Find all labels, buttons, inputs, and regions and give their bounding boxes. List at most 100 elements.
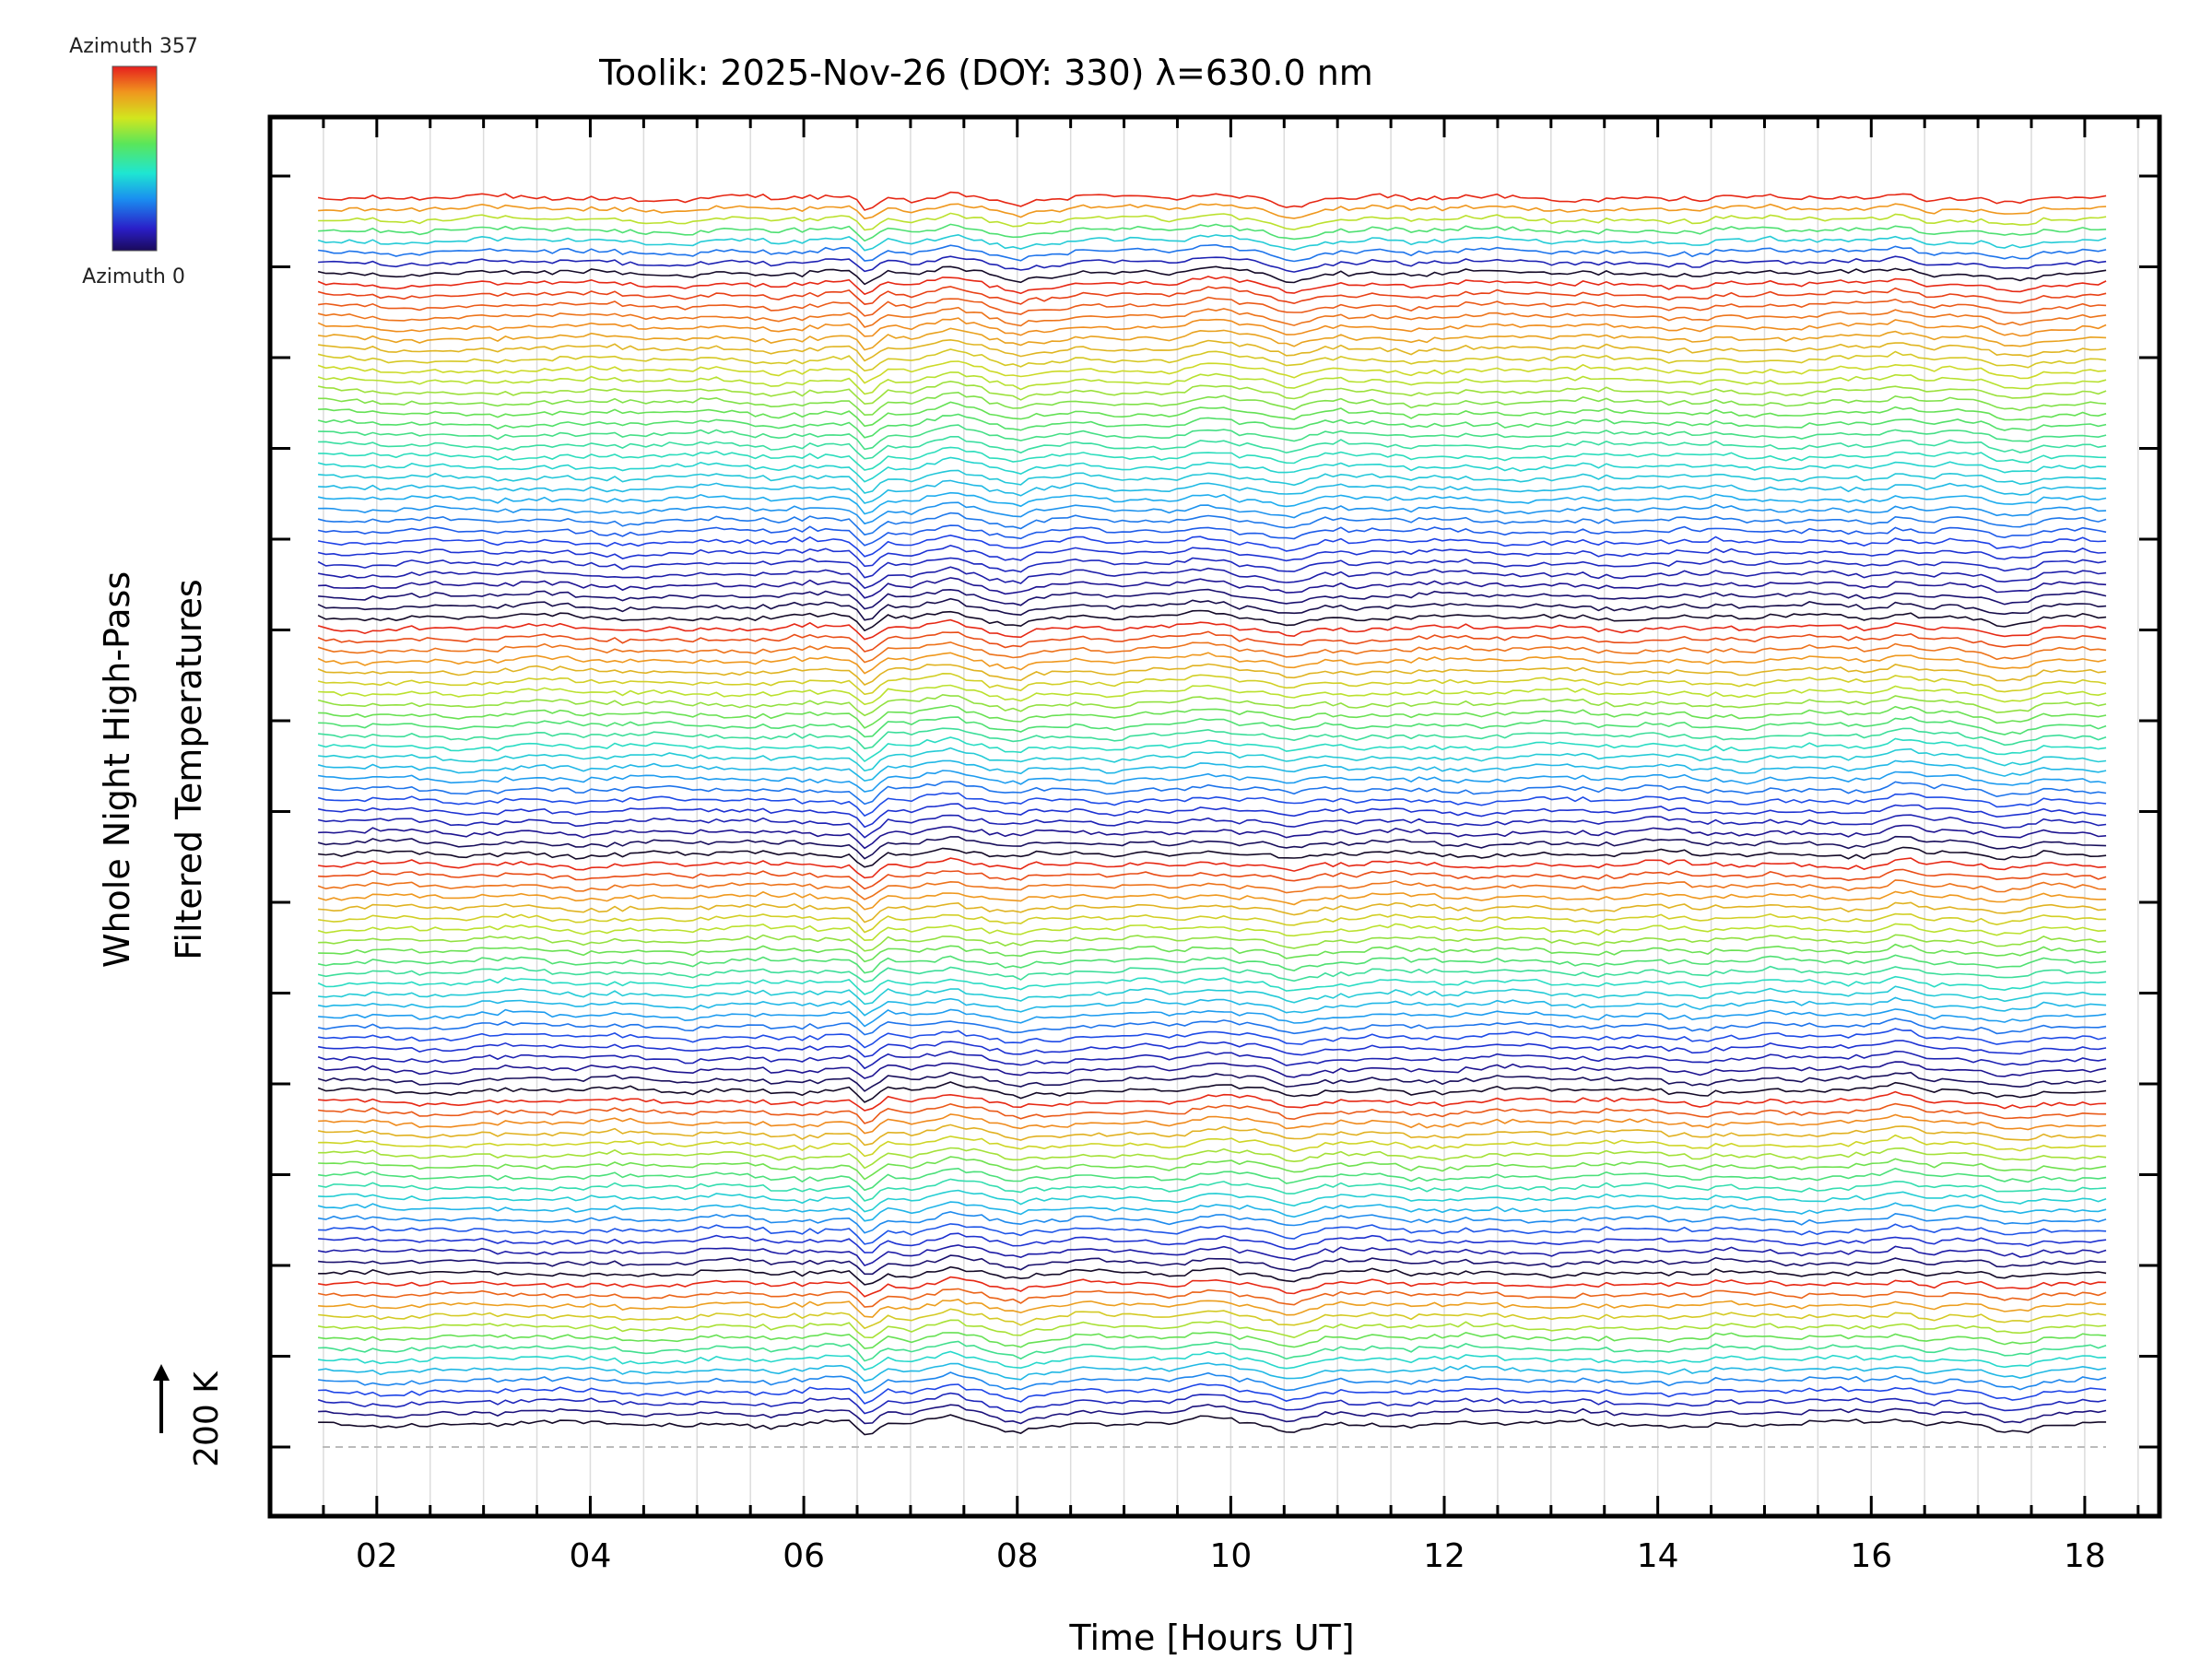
colorbar: Azimuth 357 Azimuth 0 [69, 35, 198, 288]
data-trace [317, 663, 2107, 686]
data-trace [318, 223, 2107, 242]
scale-bar-label: 200 K [188, 1371, 226, 1467]
data-trace [318, 424, 2107, 451]
data-trace [317, 317, 2107, 337]
data-trace [317, 1244, 2107, 1267]
data-trace [317, 534, 2107, 558]
x-tick-label: 14 [1637, 1537, 1679, 1575]
colorbar-bottom-label: Azimuth 0 [82, 265, 185, 288]
data-trace [318, 704, 2107, 729]
data-trace [318, 203, 2107, 220]
data-trace [317, 879, 2107, 900]
data-trace [318, 1156, 2107, 1181]
data-trace [317, 1167, 2107, 1192]
data-trace [317, 1178, 2107, 1202]
data-trace [317, 609, 2107, 632]
data-trace [318, 1254, 2107, 1276]
data-trace [318, 436, 2107, 460]
data-trace [317, 672, 2107, 696]
data-trace [317, 512, 2107, 536]
data-trace [317, 338, 2107, 362]
data-trace [318, 588, 2107, 610]
scale-arrow-head [153, 1364, 170, 1381]
data-trace [317, 641, 2107, 664]
data-trace [318, 901, 2107, 924]
data-trace [317, 306, 2107, 328]
data-trace [318, 1090, 2107, 1112]
data-trace [317, 792, 2107, 818]
data-trace [317, 1050, 2107, 1070]
x-tick-label: 08 [996, 1537, 1039, 1575]
data-trace [317, 327, 2107, 351]
data-trace [317, 524, 2107, 547]
data-trace [317, 380, 2107, 406]
data-trace [317, 1081, 2107, 1103]
data-trace [317, 890, 2107, 911]
data-trace [318, 943, 2107, 963]
data-trace [317, 1319, 2107, 1339]
data-trace [317, 770, 2107, 793]
data-trace [317, 1350, 2107, 1371]
data-trace [317, 1040, 2107, 1058]
chart-title: Toolik: 2025-Nov-26 (DOY: 330) λ=630.0 n… [598, 53, 1373, 93]
data-trace [317, 965, 2107, 983]
y-axis-label-line1: Whole Night High-Pass [97, 571, 137, 968]
data-trace [318, 781, 2107, 806]
data-trace [318, 479, 2107, 504]
data-trace [317, 371, 2107, 395]
data-trace [318, 1382, 2107, 1405]
data-trace [317, 803, 2107, 829]
data-trace [318, 1404, 2107, 1425]
y-axis-label-line2: Filtered Temperatures [169, 579, 209, 959]
data-trace [318, 501, 2107, 525]
data-trace [317, 348, 2107, 372]
data-trace [318, 934, 2107, 952]
data-trace [317, 360, 2107, 384]
x-tick-label: 06 [782, 1537, 825, 1575]
data-trace [318, 577, 2107, 599]
data-trace [317, 1071, 2107, 1092]
colorbar-gradient [112, 65, 158, 252]
data-trace [317, 191, 2107, 211]
data-trace [317, 835, 2107, 860]
data-trace [317, 557, 2107, 579]
data-trace [317, 1201, 2107, 1222]
x-tick-label: 18 [2064, 1537, 2106, 1575]
x-tick-label: 16 [1850, 1537, 1892, 1575]
data-trace [317, 597, 2107, 621]
scale-bar: 200 K [153, 1364, 226, 1467]
data-trace [318, 1414, 2107, 1436]
data-trace [318, 1340, 2107, 1362]
x-axis-label: Time [Hours UT] [1068, 1618, 1354, 1658]
data-trace [317, 996, 2107, 1017]
data-trace [317, 618, 2107, 641]
data-trace [318, 868, 2107, 890]
data-trace [317, 736, 2107, 763]
data-trace [318, 985, 2107, 1006]
data-trace [317, 1028, 2107, 1049]
data-trace [317, 923, 2107, 942]
data-trace [317, 1018, 2107, 1036]
data-trace [318, 747, 2107, 772]
data-trace [317, 630, 2107, 653]
data-trace [317, 233, 2107, 252]
data-trace [317, 759, 2107, 782]
data-trace [318, 1299, 2107, 1318]
data-trace [318, 824, 2107, 850]
data-trace [318, 212, 2107, 231]
data-trace [318, 1147, 2107, 1170]
x-tick-label: 02 [356, 1537, 398, 1575]
data-trace [317, 243, 2107, 263]
data-trace [318, 469, 2107, 494]
x-tick-label: 10 [1209, 1537, 1252, 1575]
data-trace [317, 1392, 2107, 1415]
data-trace [317, 857, 2107, 879]
data-trace [317, 975, 2107, 995]
data-trace [317, 265, 2107, 286]
data-trace [318, 391, 2107, 417]
data-trace [317, 1331, 2107, 1349]
data-trace [318, 1232, 2107, 1253]
ticks [268, 117, 2159, 1516]
data-trace [317, 1210, 2107, 1234]
